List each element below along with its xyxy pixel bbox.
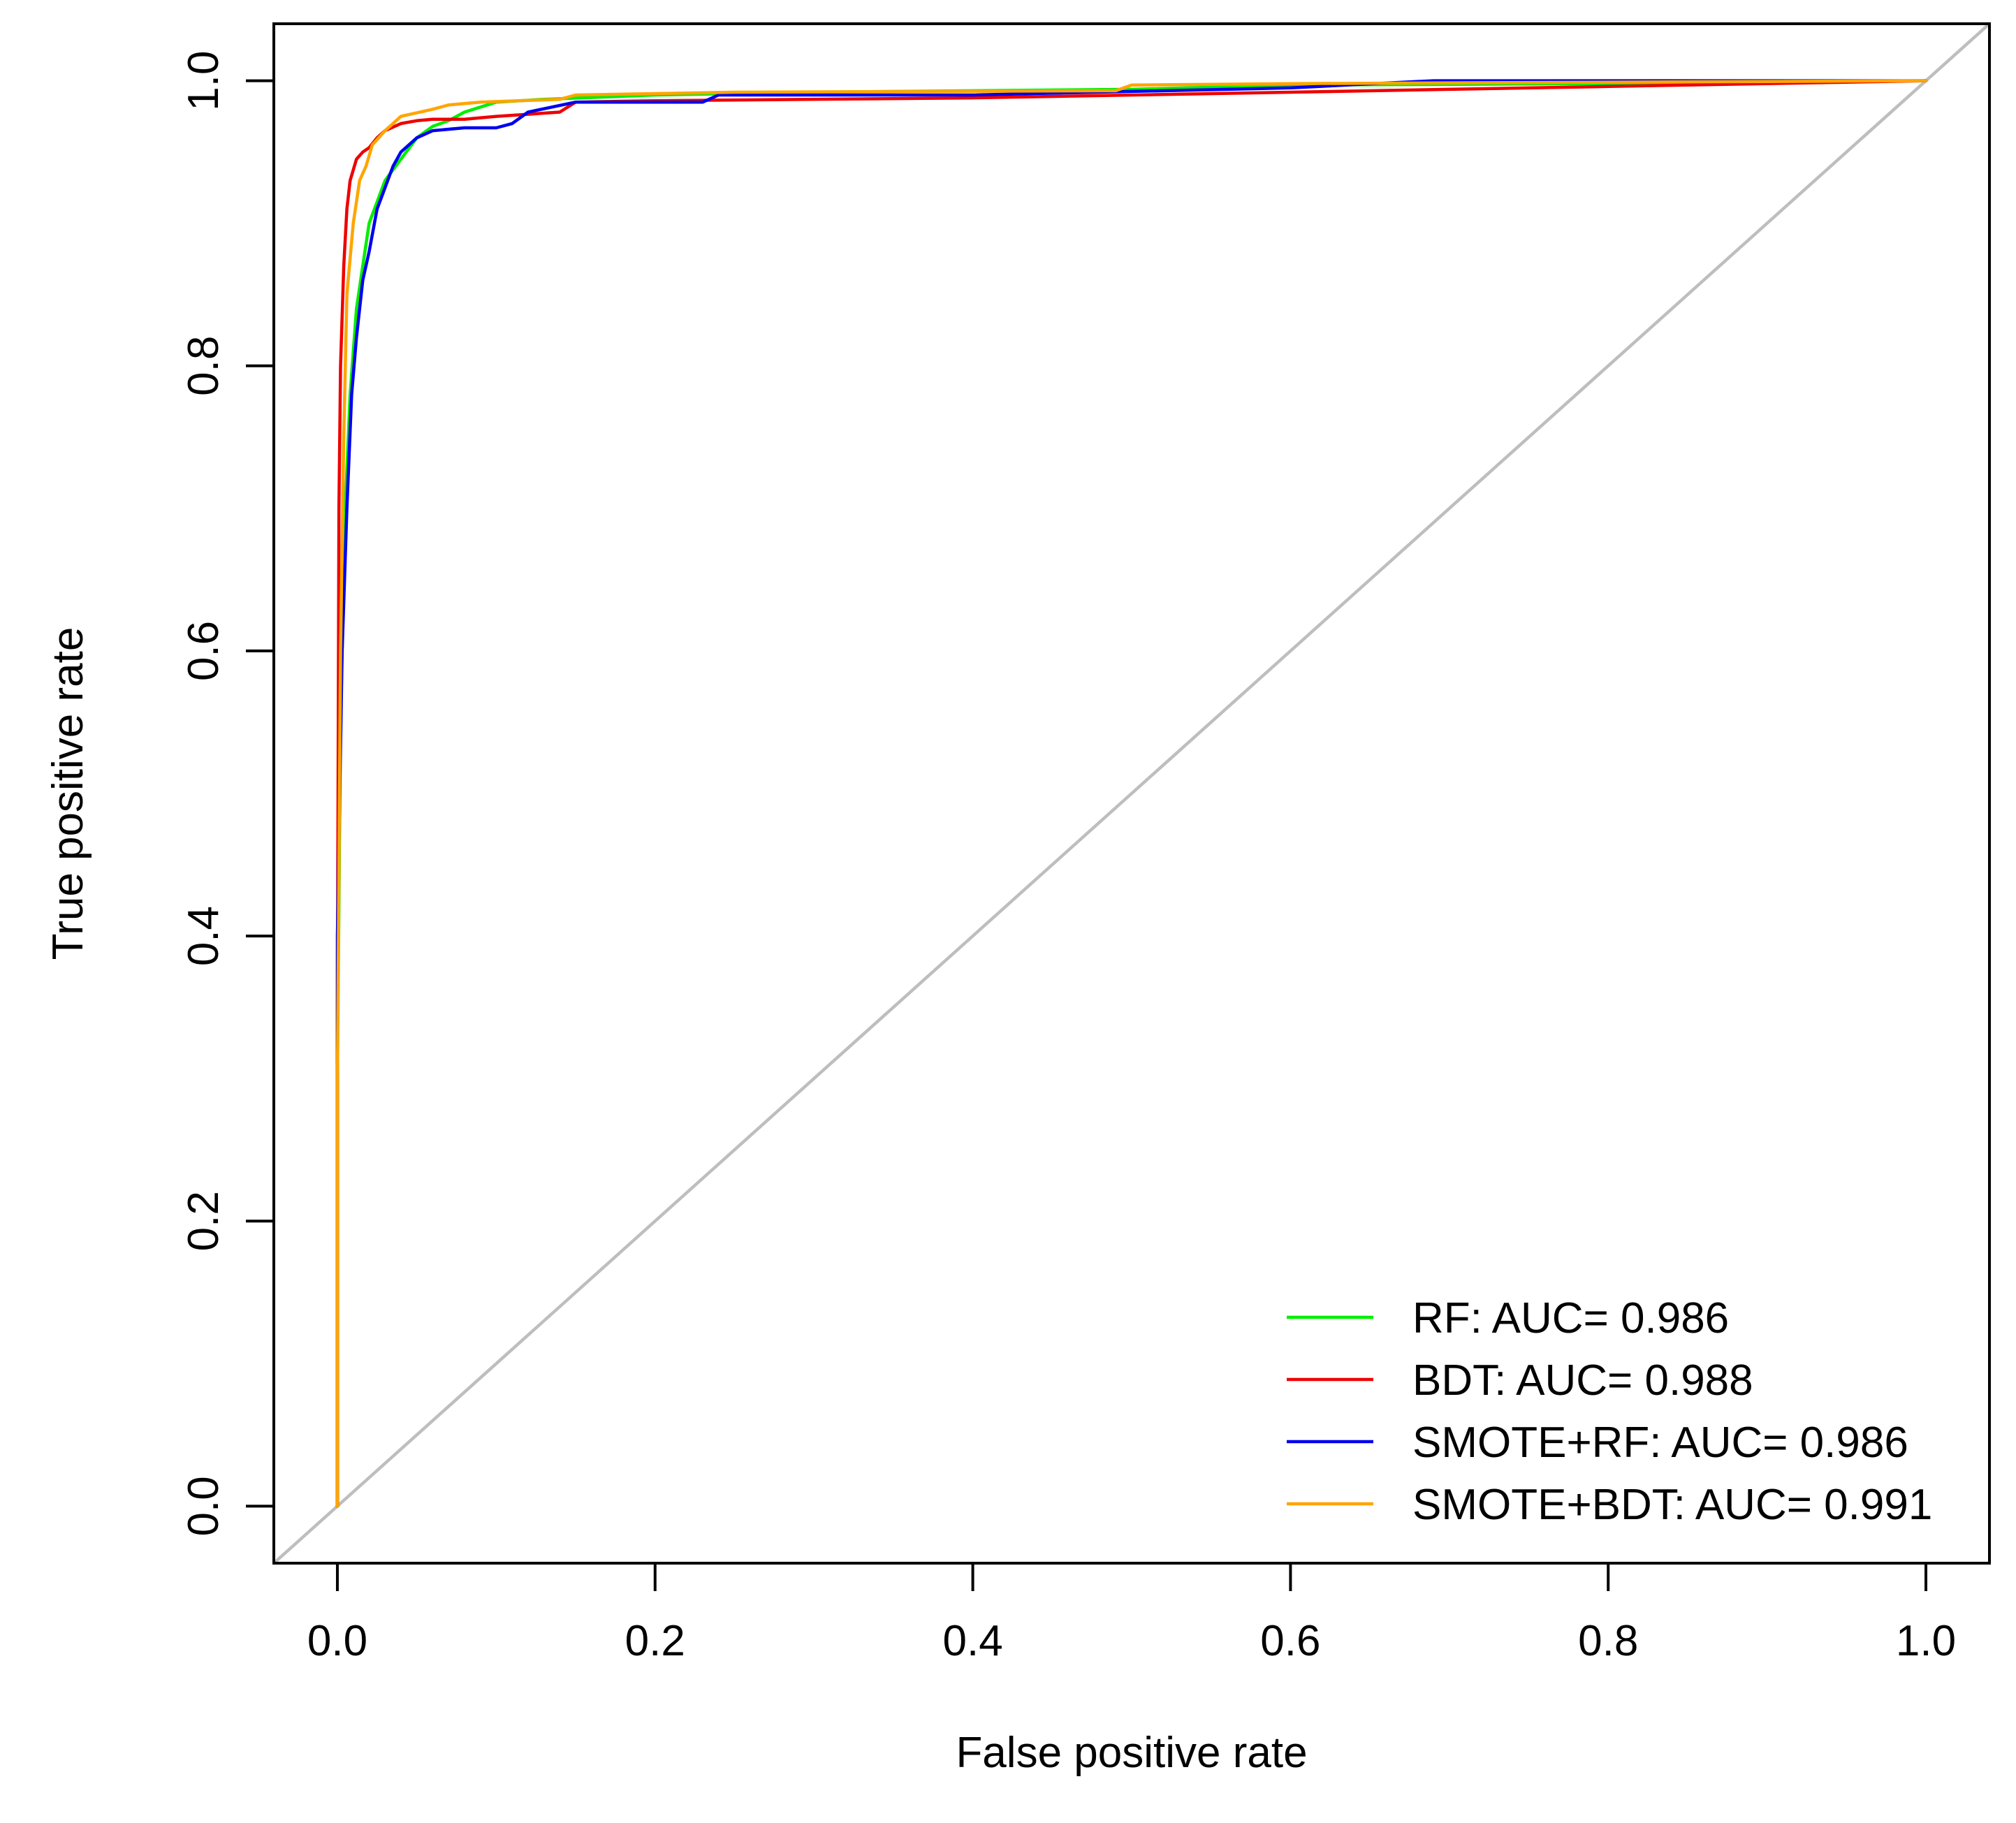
x-tick-label-4: 0.8	[1578, 1617, 1638, 1665]
y-tick-label-3: 0.6	[180, 621, 228, 681]
legend-label-3: SMOTE+BDT: AUC= 0.991	[1412, 1481, 1932, 1529]
y-axis-label: True positive rate	[44, 627, 92, 960]
x-axis-label: False positive rate	[956, 1729, 1307, 1777]
reference-diagonal-line	[274, 24, 1989, 1563]
x-tick-label-5: 1.0	[1896, 1617, 1956, 1665]
legend-label-2: SMOTE+RF: AUC= 0.986	[1412, 1419, 1908, 1467]
x-tick-label-1: 0.2	[625, 1617, 685, 1665]
x-tick-label-0: 0.0	[307, 1617, 367, 1665]
series-line-2	[335, 79, 1928, 1508]
x-axis: 0.0 0.2 0.4 0.6 0.8 1.0	[307, 1562, 1956, 1665]
y-axis: 0.0 0.2 0.4 0.6 0.8 1.0	[180, 51, 275, 1536]
y-tick-label-4: 0.8	[180, 336, 228, 396]
y-tick-label-5: 1.0	[180, 51, 228, 111]
series-line-3	[335, 79, 1928, 1508]
y-tick-label-1: 0.2	[180, 1191, 228, 1251]
y-tick-label-2: 0.4	[180, 906, 228, 966]
x-tick-label-2: 0.4	[942, 1617, 1002, 1665]
y-tick-label-0: 0.0	[180, 1476, 228, 1536]
legend: RF: AUC= 0.986 BDT: AUC= 0.988 SMOTE+RF: A…	[1287, 1294, 1932, 1529]
legend-label-0: RF: AUC= 0.986	[1412, 1294, 1729, 1342]
series-layer	[335, 79, 1928, 1508]
x-tick-label-3: 0.6	[1260, 1617, 1320, 1665]
legend-label-1: BDT: AUC= 0.988	[1412, 1356, 1753, 1405]
